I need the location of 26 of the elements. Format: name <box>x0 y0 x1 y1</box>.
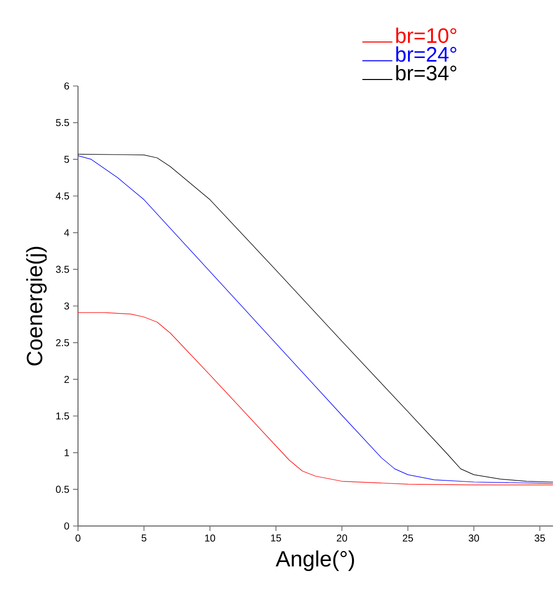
y-tick-label: 1.5 <box>56 412 70 420</box>
y-tick-label: 1 <box>64 449 70 456</box>
y-tick-label: 2 <box>64 376 70 383</box>
x-tick-label: 25 <box>403 534 414 542</box>
y-tick-label: 5 <box>64 156 70 163</box>
y-tick-label: 2.5 <box>56 339 70 346</box>
legend-label: br=34° <box>396 65 457 80</box>
x-tick-label: 15 <box>271 534 282 542</box>
y-axis-title: Coenergie(j) <box>26 246 47 366</box>
y-tick-label: 0.5 <box>56 486 70 493</box>
y-tick-label: 4 <box>64 229 70 236</box>
x-tick-label: 10 <box>205 534 216 542</box>
y-tick-label: 3 <box>64 302 70 310</box>
y-tick-label: 6 <box>64 82 70 90</box>
legend-label: br=24° <box>396 46 457 62</box>
x-tick-label: 35 <box>534 534 546 542</box>
x-tick-label: 30 <box>468 534 480 542</box>
x-tick-label: 20 <box>337 534 348 542</box>
x-tick-label: 5 <box>142 534 147 542</box>
x-axis-title: Angle(°) <box>276 550 354 571</box>
y-tick-label: 4.5 <box>56 192 70 200</box>
y-tick-label: 3.5 <box>56 266 70 273</box>
legend-label: br=10° <box>396 28 457 44</box>
x-tick-label: 0 <box>76 534 81 542</box>
y-tick-label: 0 <box>64 522 70 530</box>
y-tick-label: 5.5 <box>56 119 70 126</box>
